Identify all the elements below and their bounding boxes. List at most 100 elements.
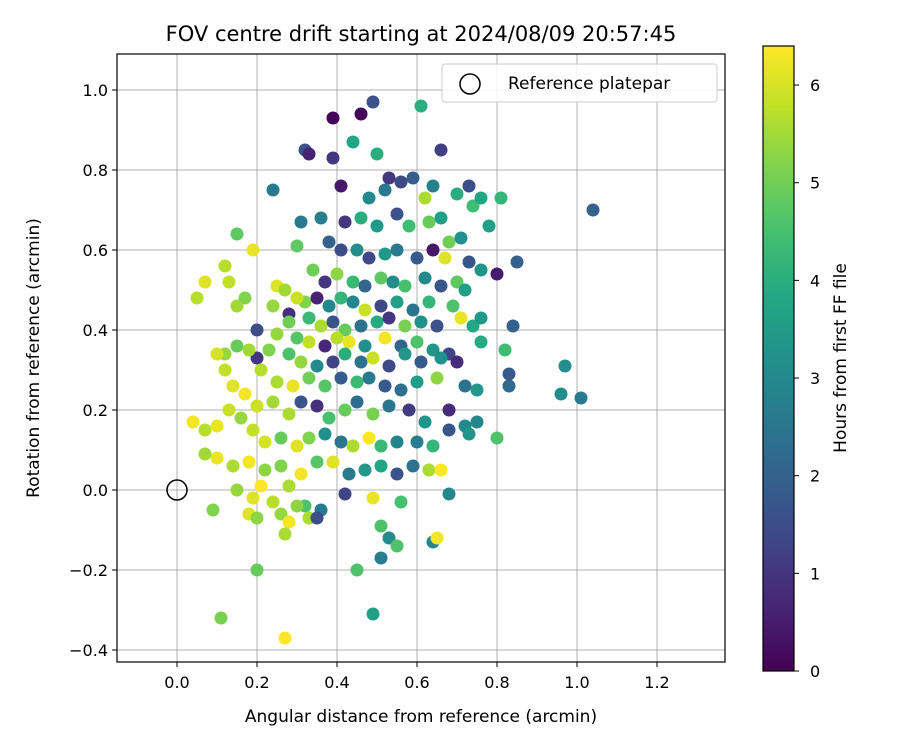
x-tick-label: 0.6 xyxy=(404,673,429,692)
colorbar-tick-label: 0 xyxy=(810,662,820,681)
data-point xyxy=(330,267,344,281)
colorbar-tick-label: 6 xyxy=(810,76,820,95)
data-point xyxy=(358,463,372,477)
data-point xyxy=(378,183,392,197)
data-point xyxy=(198,275,212,289)
data-point xyxy=(210,451,224,465)
data-point xyxy=(330,331,344,345)
data-point xyxy=(430,319,444,333)
data-point xyxy=(294,467,308,481)
legend: Reference platepar xyxy=(441,63,718,103)
data-point xyxy=(230,339,244,353)
x-tick-label: 1.2 xyxy=(644,673,669,692)
data-point xyxy=(454,311,468,325)
data-point xyxy=(490,267,504,281)
x-tick-label: 0.2 xyxy=(244,673,269,692)
data-point xyxy=(370,147,384,161)
colorbar-tick-label: 2 xyxy=(810,467,820,486)
data-point xyxy=(454,231,468,245)
data-point xyxy=(258,435,272,449)
data-point xyxy=(450,275,464,289)
data-point xyxy=(254,479,268,493)
data-point xyxy=(366,607,380,621)
data-point xyxy=(302,371,316,385)
data-point xyxy=(390,467,404,481)
data-point xyxy=(390,207,404,221)
reference-platepar-marker xyxy=(166,479,188,501)
data-point xyxy=(294,215,308,229)
data-point xyxy=(374,299,388,313)
data-point xyxy=(302,147,316,161)
data-point xyxy=(326,455,340,469)
data-point xyxy=(334,291,348,305)
data-point xyxy=(554,387,568,401)
data-point xyxy=(342,335,356,349)
data-point xyxy=(406,459,420,473)
data-point xyxy=(242,455,256,469)
x-tick-label: 0.0 xyxy=(164,673,189,692)
data-point xyxy=(246,423,260,437)
data-point xyxy=(310,511,324,525)
data-point xyxy=(358,303,372,317)
colorbar-gradient xyxy=(762,45,795,672)
colorbar-tick-label: 1 xyxy=(810,564,820,583)
data-point xyxy=(382,399,396,413)
data-point xyxy=(266,395,280,409)
colorbar-label: Hours from first FF file xyxy=(831,263,851,453)
x-tick-label: 0.4 xyxy=(324,673,349,692)
data-point xyxy=(394,175,408,189)
data-point xyxy=(278,631,292,645)
data-point xyxy=(342,467,356,481)
chart-title: FOV centre drift starting at 2024/08/09 … xyxy=(166,22,677,46)
data-point xyxy=(450,355,464,369)
colorbar: 0 1 2 3 4 5 6 Hours from first FF file xyxy=(762,45,851,681)
data-point xyxy=(494,191,508,205)
plot-frame xyxy=(116,53,726,663)
data-point xyxy=(246,491,260,505)
data-point xyxy=(426,343,440,357)
data-point xyxy=(374,439,388,453)
data-point xyxy=(186,415,200,429)
data-point xyxy=(382,171,396,185)
data-point xyxy=(258,463,272,477)
data-point xyxy=(318,379,332,393)
data-point xyxy=(418,415,432,429)
data-point xyxy=(442,235,456,249)
data-point xyxy=(286,379,300,393)
data-point xyxy=(382,311,396,325)
data-point xyxy=(422,215,436,229)
legend-label: Reference platepar xyxy=(508,74,670,94)
data-point xyxy=(350,563,364,577)
data-point xyxy=(354,319,368,333)
data-point xyxy=(490,431,504,445)
y-tick-label: 0.0 xyxy=(83,481,108,500)
colorbar-tick-label: 3 xyxy=(810,369,820,388)
data-point xyxy=(290,499,304,513)
x-tick-label: 1.0 xyxy=(564,673,589,692)
data-point xyxy=(334,179,348,193)
data-point xyxy=(250,323,264,337)
data-point xyxy=(338,403,352,417)
data-point xyxy=(262,343,276,357)
legend-box xyxy=(441,63,718,103)
data-point xyxy=(338,347,352,361)
data-point xyxy=(442,403,456,417)
data-point xyxy=(230,299,244,313)
colorbar-tick-label: 4 xyxy=(810,271,820,290)
data-point xyxy=(206,503,220,517)
data-point xyxy=(458,283,472,297)
data-point xyxy=(222,403,236,417)
data-point xyxy=(418,271,432,285)
data-point xyxy=(406,303,420,317)
data-point xyxy=(350,395,364,409)
data-point xyxy=(322,235,336,249)
data-point xyxy=(366,351,380,365)
y-tick-label: 0.8 xyxy=(83,161,108,180)
data-point xyxy=(314,319,328,333)
data-point xyxy=(214,611,228,625)
data-point xyxy=(434,351,448,365)
data-point xyxy=(426,243,440,257)
data-point xyxy=(310,359,324,373)
y-axis-label: Rotation from reference (arcmin) xyxy=(24,218,44,498)
